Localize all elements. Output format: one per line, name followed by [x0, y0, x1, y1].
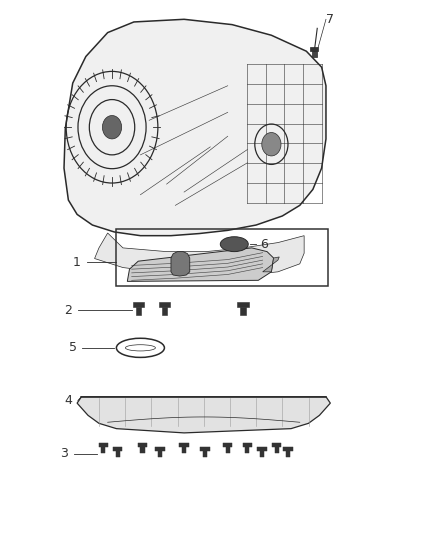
Polygon shape	[127, 248, 274, 281]
Polygon shape	[243, 443, 252, 447]
Polygon shape	[226, 447, 230, 453]
Circle shape	[102, 116, 122, 139]
Polygon shape	[240, 306, 246, 315]
Polygon shape	[64, 19, 326, 236]
Ellipse shape	[220, 237, 248, 252]
Text: 7: 7	[326, 13, 334, 26]
Polygon shape	[138, 443, 147, 447]
Polygon shape	[116, 450, 120, 457]
Polygon shape	[133, 303, 144, 308]
Polygon shape	[162, 306, 167, 315]
Text: 6: 6	[261, 238, 268, 251]
Polygon shape	[158, 450, 162, 457]
Polygon shape	[245, 447, 250, 453]
Text: 2: 2	[64, 304, 72, 317]
Polygon shape	[203, 450, 207, 457]
Polygon shape	[141, 447, 145, 453]
Polygon shape	[283, 447, 293, 451]
Polygon shape	[182, 447, 186, 453]
Polygon shape	[171, 252, 190, 276]
Text: 3: 3	[60, 447, 68, 460]
Polygon shape	[99, 443, 108, 447]
Polygon shape	[237, 303, 249, 308]
Polygon shape	[77, 397, 330, 433]
Polygon shape	[159, 303, 170, 308]
Polygon shape	[311, 51, 317, 56]
Polygon shape	[310, 47, 318, 51]
Polygon shape	[263, 257, 279, 272]
Text: 1: 1	[73, 256, 81, 269]
Polygon shape	[155, 447, 165, 451]
Polygon shape	[275, 447, 279, 453]
Polygon shape	[101, 447, 106, 453]
Polygon shape	[113, 447, 123, 451]
Polygon shape	[223, 443, 233, 447]
Circle shape	[262, 133, 281, 156]
Polygon shape	[260, 450, 264, 457]
Polygon shape	[272, 443, 281, 447]
Text: 5: 5	[69, 341, 77, 354]
Polygon shape	[257, 447, 266, 451]
Polygon shape	[95, 233, 304, 276]
Text: 4: 4	[64, 394, 72, 407]
Polygon shape	[286, 450, 290, 457]
Polygon shape	[200, 447, 210, 451]
Polygon shape	[136, 306, 141, 315]
Polygon shape	[179, 443, 189, 447]
